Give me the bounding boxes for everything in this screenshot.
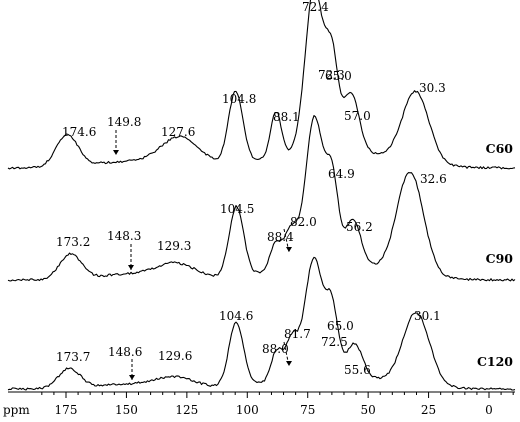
x-tick-label-0: 0 bbox=[485, 403, 493, 417]
peak-label-c90-8: 56.2 bbox=[346, 220, 373, 234]
spectrum-line-c60 bbox=[7, 0, 516, 170]
peak-label-c120-1: 148.6 bbox=[108, 345, 142, 359]
peak-label-c60-6: 65.0 bbox=[325, 69, 352, 83]
arrowhead-c120-1 bbox=[129, 375, 135, 380]
x-tick-label-75: 75 bbox=[300, 403, 315, 417]
peak-label-c60-2: 127.6 bbox=[161, 125, 195, 139]
peak-label-c90-4: 88.4 bbox=[267, 230, 294, 244]
peak-label-c90-2: 129.3 bbox=[157, 239, 191, 253]
peak-label-c120-2: 129.6 bbox=[158, 349, 192, 363]
peak-label-c120-3: 104.6 bbox=[219, 309, 253, 323]
arrowhead-c90-5 bbox=[286, 247, 292, 252]
peak-label-c90-5: 82.0 bbox=[290, 215, 317, 229]
series-label-c120: C120 bbox=[477, 354, 513, 369]
peak-label-c120-4: 88.0 bbox=[262, 342, 289, 356]
peak-label-c90-3: 104.5 bbox=[220, 202, 254, 216]
peak-label-c120-9: 30.1 bbox=[414, 309, 441, 323]
peak-label-c60-4: 88.1 bbox=[273, 110, 300, 124]
series-label-c60: C60 bbox=[486, 141, 514, 156]
labels-layer: C60 C90 C120 174.6 149.8 127.6 104.8 88.1 72.4 65… bbox=[56, 0, 513, 380]
series-label-c90: C90 bbox=[486, 251, 514, 266]
spectrum-line-c90 bbox=[7, 115, 516, 282]
x-tick-label-150: 150 bbox=[115, 403, 138, 417]
peak-label-c60-1: 149.8 bbox=[107, 115, 141, 129]
peak-label-c90-0: 173.2 bbox=[56, 235, 90, 249]
x-tick-label-100: 100 bbox=[236, 403, 259, 417]
arrowhead-c120-5 bbox=[286, 361, 292, 366]
peak-label-c90-1: 148.3 bbox=[107, 229, 141, 243]
arrowhead-c60-1 bbox=[113, 150, 119, 155]
spectrum-line-c120 bbox=[7, 256, 516, 391]
peak-arrow-c90-5 bbox=[283, 228, 290, 253]
peak-label-c60-7: 57.0 bbox=[344, 109, 371, 123]
x-tick-label-175: 175 bbox=[55, 403, 78, 417]
peak-label-c120-0: 173.7 bbox=[56, 350, 90, 364]
peak-label-c90-9: 32.6 bbox=[420, 172, 447, 186]
spectra-layer bbox=[7, 0, 516, 391]
x-axis-unit-label: ppm bbox=[3, 403, 30, 417]
peak-label-c60-3: 104.8 bbox=[222, 92, 256, 106]
x-tick-label-25: 25 bbox=[421, 403, 436, 417]
peak-label-c90-6: 72.3 bbox=[318, 68, 345, 82]
peak-label-c60-8: 30.3 bbox=[419, 81, 446, 95]
x-tick-label-50: 50 bbox=[361, 403, 376, 417]
x-axis: ppm 175 150 125 100 75 50 25 0 bbox=[3, 391, 515, 417]
x-tick-label-125: 125 bbox=[175, 403, 198, 417]
peak-label-c120-7: 65.0 bbox=[327, 319, 354, 333]
peak-label-c120-5: 81.7 bbox=[284, 327, 311, 341]
peak-label-c120-8: 55.6 bbox=[344, 363, 371, 377]
arrowhead-c90-1 bbox=[128, 265, 134, 270]
peak-label-c90-7: 64.9 bbox=[328, 167, 355, 181]
peak-label-c60-5: 72.4 bbox=[302, 0, 329, 14]
peak-label-c60-0: 174.6 bbox=[62, 125, 96, 139]
peak-label-c120-6: 72.5 bbox=[321, 335, 348, 349]
